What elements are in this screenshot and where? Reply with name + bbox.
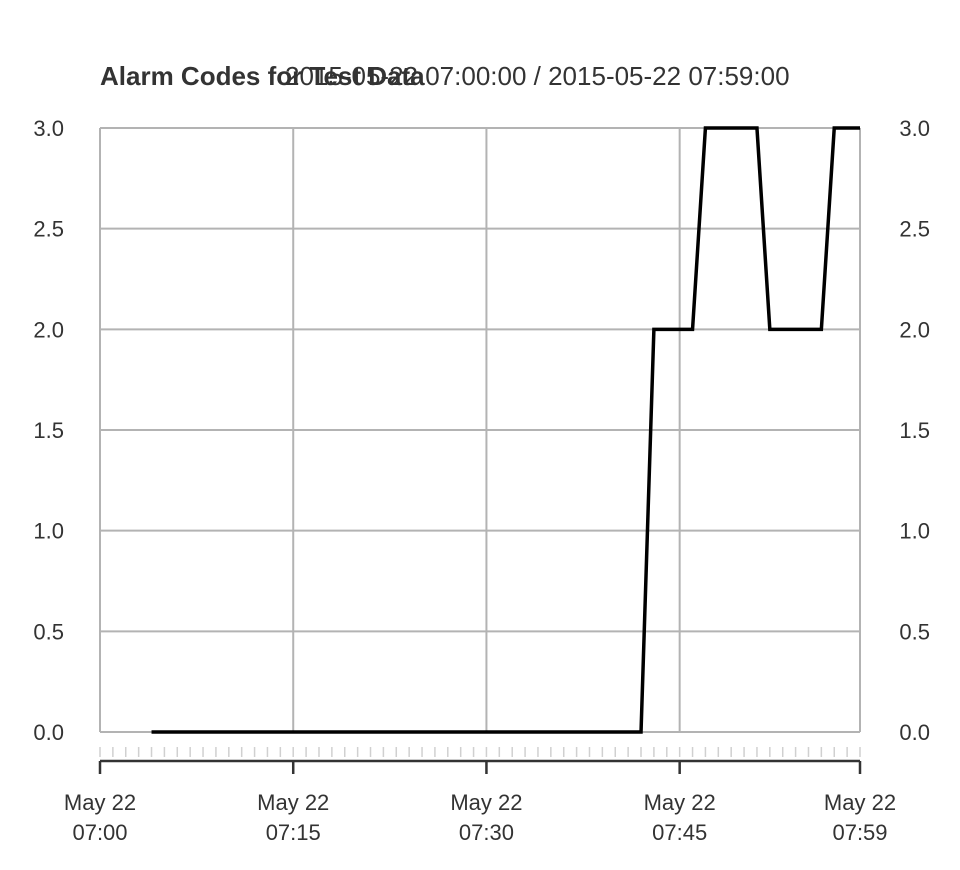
- series-layer: [151, 126, 860, 734]
- y-tick-label-left: 0.0: [33, 720, 64, 745]
- x-tick-label-date: May 22: [644, 790, 716, 815]
- x-tick-label-date: May 22: [64, 790, 136, 815]
- grid-layer: [99, 127, 861, 733]
- x-tick-label-time: 07:30: [459, 820, 514, 845]
- x-tick-label-date: May 22: [824, 790, 896, 815]
- chart-subtitle: 2015-05-22 07:00:00 / 2015-05-22 07:59:0…: [285, 61, 790, 91]
- y-tick-label-right: 1.5: [899, 418, 930, 443]
- y-tick-label-left: 0.5: [33, 619, 64, 644]
- x-tick-label-date: May 22: [257, 790, 329, 815]
- y-tick-label-left: 3.0: [33, 116, 64, 141]
- y-tick-label-right: 3.0: [899, 116, 930, 141]
- x-tick-label-time: 07:00: [72, 820, 127, 845]
- y-tick-label-right: 2.5: [899, 217, 930, 242]
- x-tick-label-time: 07:59: [832, 820, 887, 845]
- x-tick-label-date: May 22: [450, 790, 522, 815]
- y-tick-label-left: 2.5: [33, 217, 64, 242]
- y-tick-label-right: 1.0: [899, 519, 930, 544]
- y-tick-label-right: 0.0: [899, 720, 930, 745]
- y-tick-label-right: 2.0: [899, 317, 930, 342]
- x-tick-label-time: 07:15: [266, 820, 321, 845]
- y-tick-label-left: 1.0: [33, 519, 64, 544]
- axis-layer: 0.0 0.0 0.5 0.5 1.0 1.0 1.5 1.5 2.0 2.0 2.5 2.5 3.0 3…: [33, 116, 930, 845]
- x-tick-label-time: 07:45: [652, 820, 707, 845]
- chart-title: Alarm Codes for Test Data: [100, 61, 425, 91]
- series-line: [151, 126, 860, 734]
- y-tick-label-left: 2.0: [33, 317, 64, 342]
- y-tick-label-left: 1.5: [33, 418, 64, 443]
- y-tick-label-right: 0.5: [899, 619, 930, 644]
